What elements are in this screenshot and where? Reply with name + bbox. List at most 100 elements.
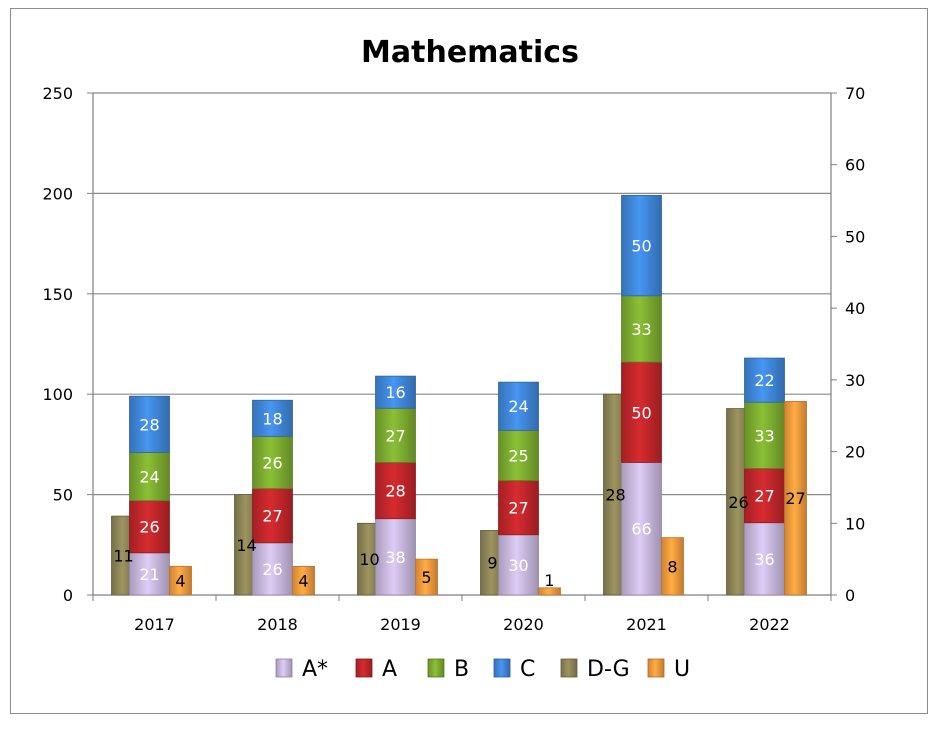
data-label: 4 [298,572,308,591]
data-label: 38 [385,548,405,567]
data-label: 11 [113,547,133,566]
bar-b [375,407,416,463]
left-tick-label: 200 [42,184,73,203]
legend-item: A* [275,657,328,682]
data-label: 27 [508,499,528,518]
bars [111,195,807,596]
legend-label: A* [302,657,328,682]
category-label: 2017 [134,615,175,634]
bar-c [252,399,293,437]
data-label: 30 [508,556,528,575]
legend-swatch [560,658,578,678]
bar-astar [375,518,416,596]
bar-b [498,429,539,481]
data-label: 18 [262,409,282,428]
bar-a [621,361,662,463]
left-tick-label: 0 [63,586,73,605]
chart-title: Mathematics [361,35,579,70]
left-tick-label: 250 [42,84,73,103]
legend-swatch [493,658,511,678]
legend-item: A [355,657,397,682]
right-tick-label: 50 [845,227,865,246]
data-label: 26 [139,518,159,537]
legend-item: B [427,657,469,682]
legend-label: U [674,657,690,682]
category-label: 2018 [257,615,298,634]
right-tick-label: 30 [845,371,865,390]
data-label: 27 [262,507,282,526]
legend-item: C [493,657,535,682]
right-tick-label: 70 [845,84,865,103]
legend-item: U [647,657,690,682]
data-label: 24 [508,397,528,416]
bar-a [375,462,416,520]
bar-c [744,357,785,403]
legend-label: C [520,657,535,682]
data-label: 33 [631,320,651,339]
bar-astar [129,552,170,596]
bar-b [252,435,293,489]
category-label: 2020 [503,615,544,634]
legend-swatch [647,658,665,678]
legend-swatch [427,658,445,678]
data-label: 50 [631,237,651,256]
data-label: 33 [754,426,774,445]
bar-astar [252,542,293,596]
data-label: 21 [139,565,159,584]
data-label: 27 [754,487,774,506]
right-tick-label: 10 [845,514,865,533]
bar-u [415,558,438,596]
bar-a [744,468,785,524]
data-label: 24 [139,468,159,487]
bar-u [784,400,807,596]
category-label: 2019 [380,615,421,634]
right-tick-label: 0 [845,586,855,605]
bar-a [252,488,293,544]
bar-c [621,195,662,297]
data-label: 26 [262,560,282,579]
right-tick-label: 60 [845,156,865,175]
bar-b [621,295,662,363]
bar-b [129,452,170,502]
right-tick-label: 40 [845,299,865,318]
left-tick-label: 150 [42,285,73,304]
data-label: 26 [262,453,282,472]
bar-c [498,381,539,431]
bar-u [292,565,315,596]
data-label: 1 [544,571,554,590]
gridlines [93,92,831,496]
data-label: 9 [487,554,497,573]
data-label: 28 [385,482,405,501]
data-label: 8 [667,557,677,576]
bar-u [661,537,684,596]
legend-swatch [355,658,373,678]
data-label: 36 [754,550,774,569]
data-label: 28 [605,486,625,505]
bar-c [129,395,170,453]
bar-u [169,565,192,596]
chart-svg: Mathematics 0501001502002500102030405060… [42,35,865,682]
bar-b [744,401,785,469]
data-label: 50 [631,403,651,422]
category-label: 2021 [626,615,667,634]
legend-swatch [275,658,293,678]
left-tick-label: 100 [42,385,73,404]
data-label: 5 [421,568,431,587]
data-label: 16 [385,383,405,402]
bar-a [129,500,170,554]
data-label: 22 [754,371,774,390]
data-label: 25 [508,446,528,465]
data-labels: 2126242811426272618144382827161053027252… [113,237,805,591]
data-label: 28 [139,415,159,434]
data-label: 26 [728,493,748,512]
legend: A* A B C D-G U [275,657,690,682]
data-label: 66 [631,520,651,539]
data-label: 4 [175,572,185,591]
legend-label: D-G [587,657,630,682]
legend-label: A [382,657,397,682]
data-label: 14 [236,536,256,555]
data-label: 10 [359,550,379,569]
legend-item: D-G [560,657,630,682]
bar-u [538,587,561,596]
